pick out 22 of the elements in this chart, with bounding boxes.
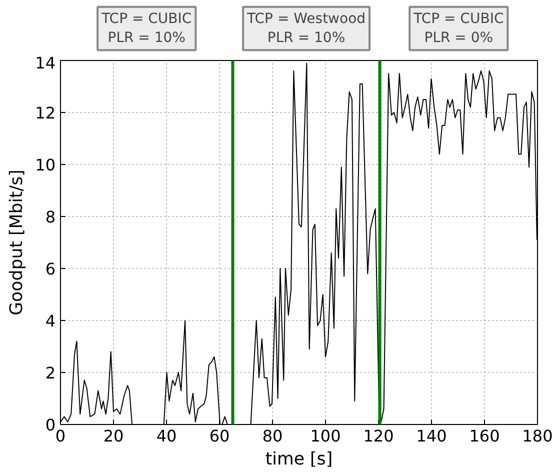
- x-axis-title: time [s]: [265, 450, 333, 470]
- y-tick-label: 10: [35, 156, 56, 174]
- y-tick-label: 14: [35, 54, 56, 72]
- x-tick-label: 60: [209, 426, 230, 446]
- x-tick-label: 120: [363, 426, 394, 446]
- text: TCP = CUBIC PLR = 10%: [100, 10, 192, 46]
- x-tick-label: 160: [469, 426, 500, 446]
- line-series: [60, 62, 538, 424]
- x-tick-label: 80: [262, 426, 283, 446]
- x-tick-label: 40: [156, 426, 177, 446]
- y-tick-label: 4: [45, 312, 56, 330]
- x-tick-label: 180: [522, 426, 553, 446]
- x-tick-label: 100: [310, 426, 341, 446]
- y-axis-title: Goodput [Mbit/s]: [7, 170, 28, 316]
- x-tick-label: 140: [416, 426, 447, 446]
- y-tick-label: 12: [35, 104, 56, 122]
- y-tick-label: 6: [45, 260, 56, 278]
- y-tick-label: 8: [45, 208, 56, 226]
- text: TCP = Westwood PLR = 10%: [246, 10, 366, 46]
- x-tick-label: 20: [103, 426, 124, 446]
- text: TCP = CUBIC PLR = 0%: [412, 10, 504, 46]
- y-tick-label: 2: [45, 364, 56, 382]
